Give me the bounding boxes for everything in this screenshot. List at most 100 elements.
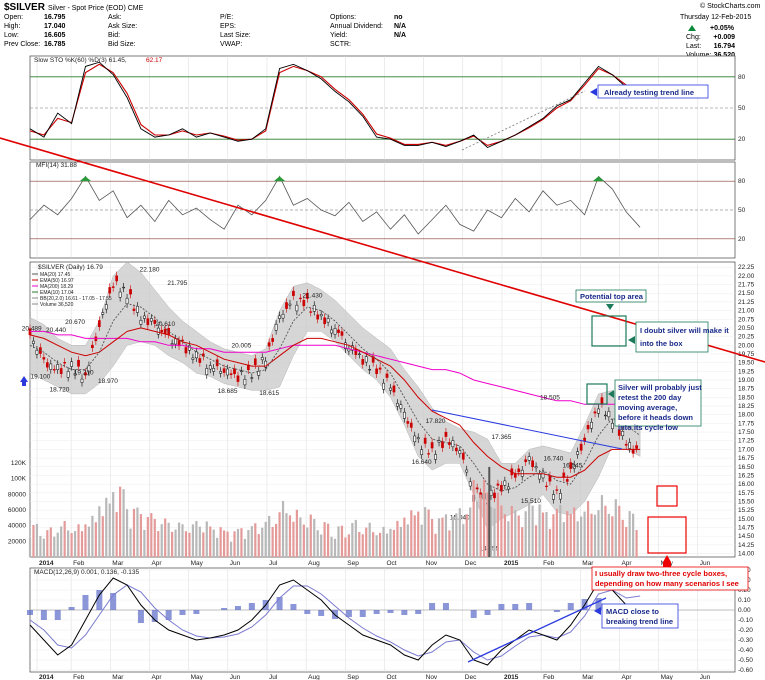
candle-body <box>465 469 469 473</box>
macd-histogram-bar <box>40 610 47 620</box>
candle-body <box>201 353 205 357</box>
macd-legend: MACD(12,26,9) 0.001, 0.136, -0.135 <box>34 569 140 576</box>
volume-bar <box>392 529 396 557</box>
candle-body <box>264 360 268 368</box>
volume-bar <box>119 486 122 557</box>
volume-bar <box>337 526 340 557</box>
candle-body <box>344 342 347 350</box>
price-point-label: 18.970 <box>98 378 118 385</box>
volume-bar <box>389 528 392 557</box>
candle-body <box>253 358 257 365</box>
volume-bar <box>181 524 184 557</box>
volume-bar <box>406 524 409 557</box>
price-tick-label: 14.75 <box>738 525 755 532</box>
macd-histogram-bar <box>234 606 241 610</box>
price-month-label: 2015 <box>504 560 519 567</box>
candle-body <box>538 473 541 480</box>
candle-body <box>468 481 472 487</box>
volume-bar <box>507 521 510 557</box>
price-month-label: Dec <box>465 560 477 567</box>
ma200-line <box>30 330 641 405</box>
macd-month-label: Jun <box>230 674 241 680</box>
header-field-label: SCTR: <box>330 41 351 48</box>
price-legend-line: EMA(10) 17.04 <box>40 290 74 296</box>
candle-body <box>604 414 607 417</box>
candle-body <box>610 422 614 429</box>
volume-bar <box>528 502 531 557</box>
macd-histogram-bar <box>498 604 505 610</box>
arrow-up-icon-red <box>663 555 671 562</box>
volume-bar <box>632 513 635 557</box>
volume-bar <box>469 507 472 557</box>
volume-bar <box>167 522 170 557</box>
price-tick-label: 22.25 <box>738 264 755 271</box>
volume-bar <box>139 514 143 557</box>
macd-histogram-bar <box>276 597 283 610</box>
candle-body <box>80 378 84 383</box>
candle-body <box>427 453 430 455</box>
arrow-left-icon-3 <box>608 390 614 398</box>
macd-panel: 0.400.300.200.100.00-0.10-0.20-0.30-0.40… <box>27 567 753 680</box>
candle-body <box>531 460 534 468</box>
macd-histogram-bar <box>290 604 297 610</box>
price-tick-label: 15.25 <box>738 507 755 514</box>
volume-bar <box>60 526 63 557</box>
mfi-tick-label: 80 <box>738 178 746 185</box>
macd-tick-label: -0.30 <box>738 637 753 644</box>
macd-histogram-bar <box>318 610 325 616</box>
price-tick-label: 14.50 <box>738 533 755 540</box>
volume-bar <box>125 509 129 557</box>
price-point-label: 19.210 <box>74 370 94 377</box>
volume-bar <box>94 522 97 557</box>
sto-tick-label: 80 <box>738 74 746 81</box>
volume-bar <box>534 525 538 557</box>
macd-annotation-box <box>601 603 679 629</box>
price-point-label: 20.440 <box>46 327 66 334</box>
volume-bar <box>604 505 607 557</box>
macd-histogram-bar <box>179 610 186 615</box>
price-month-label: Jul <box>269 560 278 567</box>
volume-bar <box>444 514 448 557</box>
candle-body <box>326 318 330 323</box>
candle-body <box>219 371 222 374</box>
volume-bar <box>635 530 638 557</box>
volume-bar <box>597 510 600 557</box>
ema50-line <box>29 327 641 478</box>
volume-bar <box>323 522 326 557</box>
price-point-label: 19.100 <box>30 374 50 381</box>
price-point-label: 20.489 <box>22 325 42 332</box>
price-legend-line: MA(200) 18.29 <box>40 284 73 290</box>
volume-bar <box>541 512 545 557</box>
volume-bar <box>531 505 534 557</box>
header-field-label: EPS: <box>220 23 236 30</box>
volume-bar <box>261 527 264 557</box>
candle-body <box>565 479 569 482</box>
candle-body <box>333 328 337 335</box>
volume-bar <box>340 525 344 557</box>
candle-body <box>271 338 274 342</box>
candle-body <box>32 340 35 344</box>
watermark: © StockCharts.com <box>700 2 761 10</box>
arrow-left-icon-4 <box>594 607 601 615</box>
volume-bar <box>510 505 513 557</box>
macd-tick-label: 0.10 <box>738 597 751 604</box>
macd-month-label: 2014 <box>39 674 54 680</box>
candle-body <box>104 304 108 310</box>
volume-bar <box>410 510 413 557</box>
volume-bar <box>91 515 94 557</box>
volume-bar <box>621 519 624 557</box>
stochastic-annotation: Already testing trend line <box>604 88 694 97</box>
volume-bar <box>67 530 70 557</box>
header-date: Thursday 12-Feb-2015 <box>680 14 751 21</box>
candle-body <box>285 302 288 309</box>
volume-bar <box>576 521 579 557</box>
candle-body <box>461 452 465 460</box>
price-point-label: 18.720 <box>50 387 70 394</box>
mfi-line <box>29 175 641 235</box>
volume-tick-label: 120K <box>11 460 27 467</box>
price-tick-label: 19.25 <box>738 368 755 375</box>
candle-body <box>188 345 191 351</box>
header-field-label: Options: <box>330 14 356 21</box>
candle-body <box>548 475 552 482</box>
